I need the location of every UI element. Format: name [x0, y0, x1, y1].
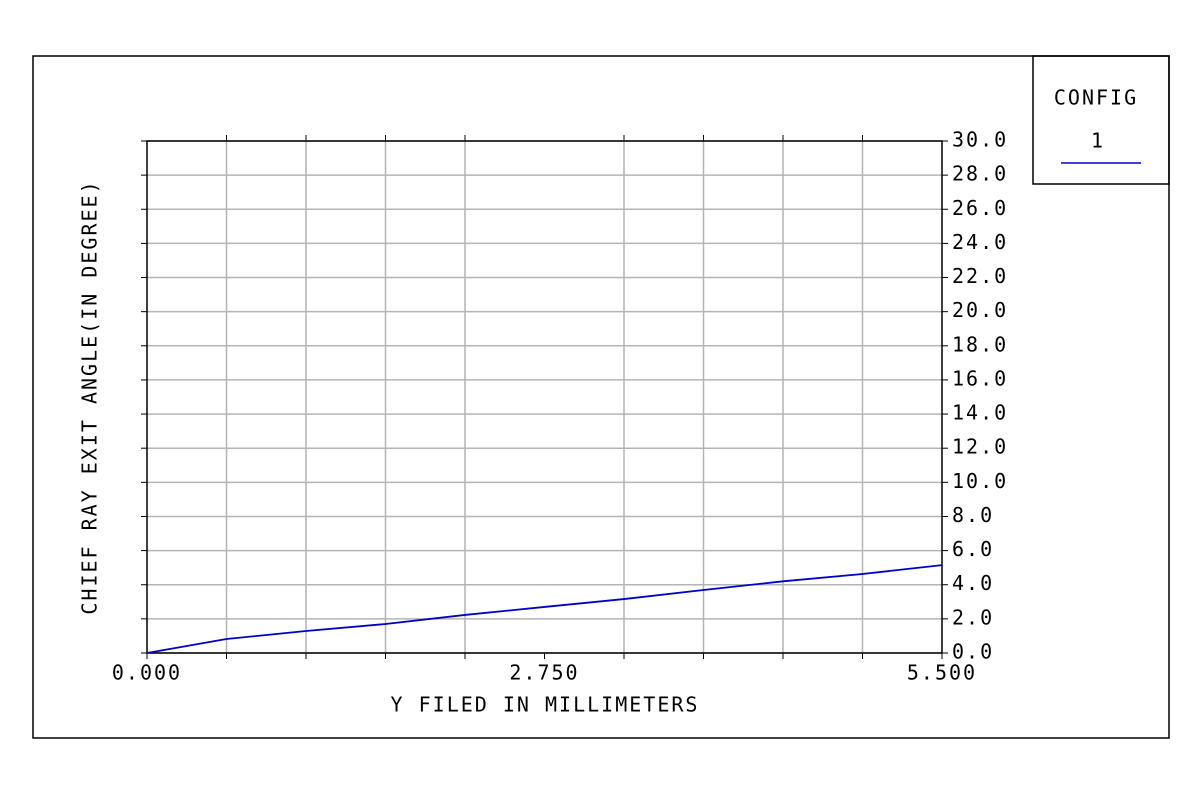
y-tick-label: 18.0 — [952, 332, 1008, 356]
y-tick-label: 24.0 — [952, 230, 1008, 254]
y-tick-label: 4.0 — [952, 571, 994, 595]
y-tick-label: 6.0 — [952, 537, 994, 561]
y-tick-label: 10.0 — [952, 469, 1008, 493]
plot-border — [146, 140, 943, 654]
y-tick-label: 28.0 — [952, 162, 1008, 186]
data-line — [146, 564, 943, 654]
legend-label: 1 — [1091, 129, 1105, 153]
x-tick-label: 2.750 — [509, 661, 579, 685]
y-tick-label: 0.0 — [952, 640, 994, 664]
y-tick-label: 8.0 — [952, 503, 994, 527]
x-tick-label: 5.500 — [907, 661, 977, 685]
y-tick-label: 14.0 — [952, 401, 1008, 425]
y-tick-label: 2.0 — [952, 605, 994, 629]
x-axis-label: Y FILED IN MILLIMETERS — [391, 693, 700, 717]
y-tick-label: 22.0 — [952, 264, 1008, 288]
y-tick-label: 26.0 — [952, 196, 1008, 220]
frame — [32, 55, 1170, 739]
y-tick-label: 12.0 — [952, 435, 1008, 459]
y-tick-label: 16.0 — [952, 366, 1008, 390]
y-axis-label: CHIEF RAY EXIT ANGLE(IN DEGREE) — [78, 179, 102, 614]
y-tick-label: 30.0 — [952, 128, 1008, 152]
legend-box — [1032, 55, 1170, 185]
y-tick-label: 20.0 — [952, 298, 1008, 322]
x-tick-label: 0.000 — [112, 661, 182, 685]
legend-title: CONFIG — [1054, 86, 1138, 110]
